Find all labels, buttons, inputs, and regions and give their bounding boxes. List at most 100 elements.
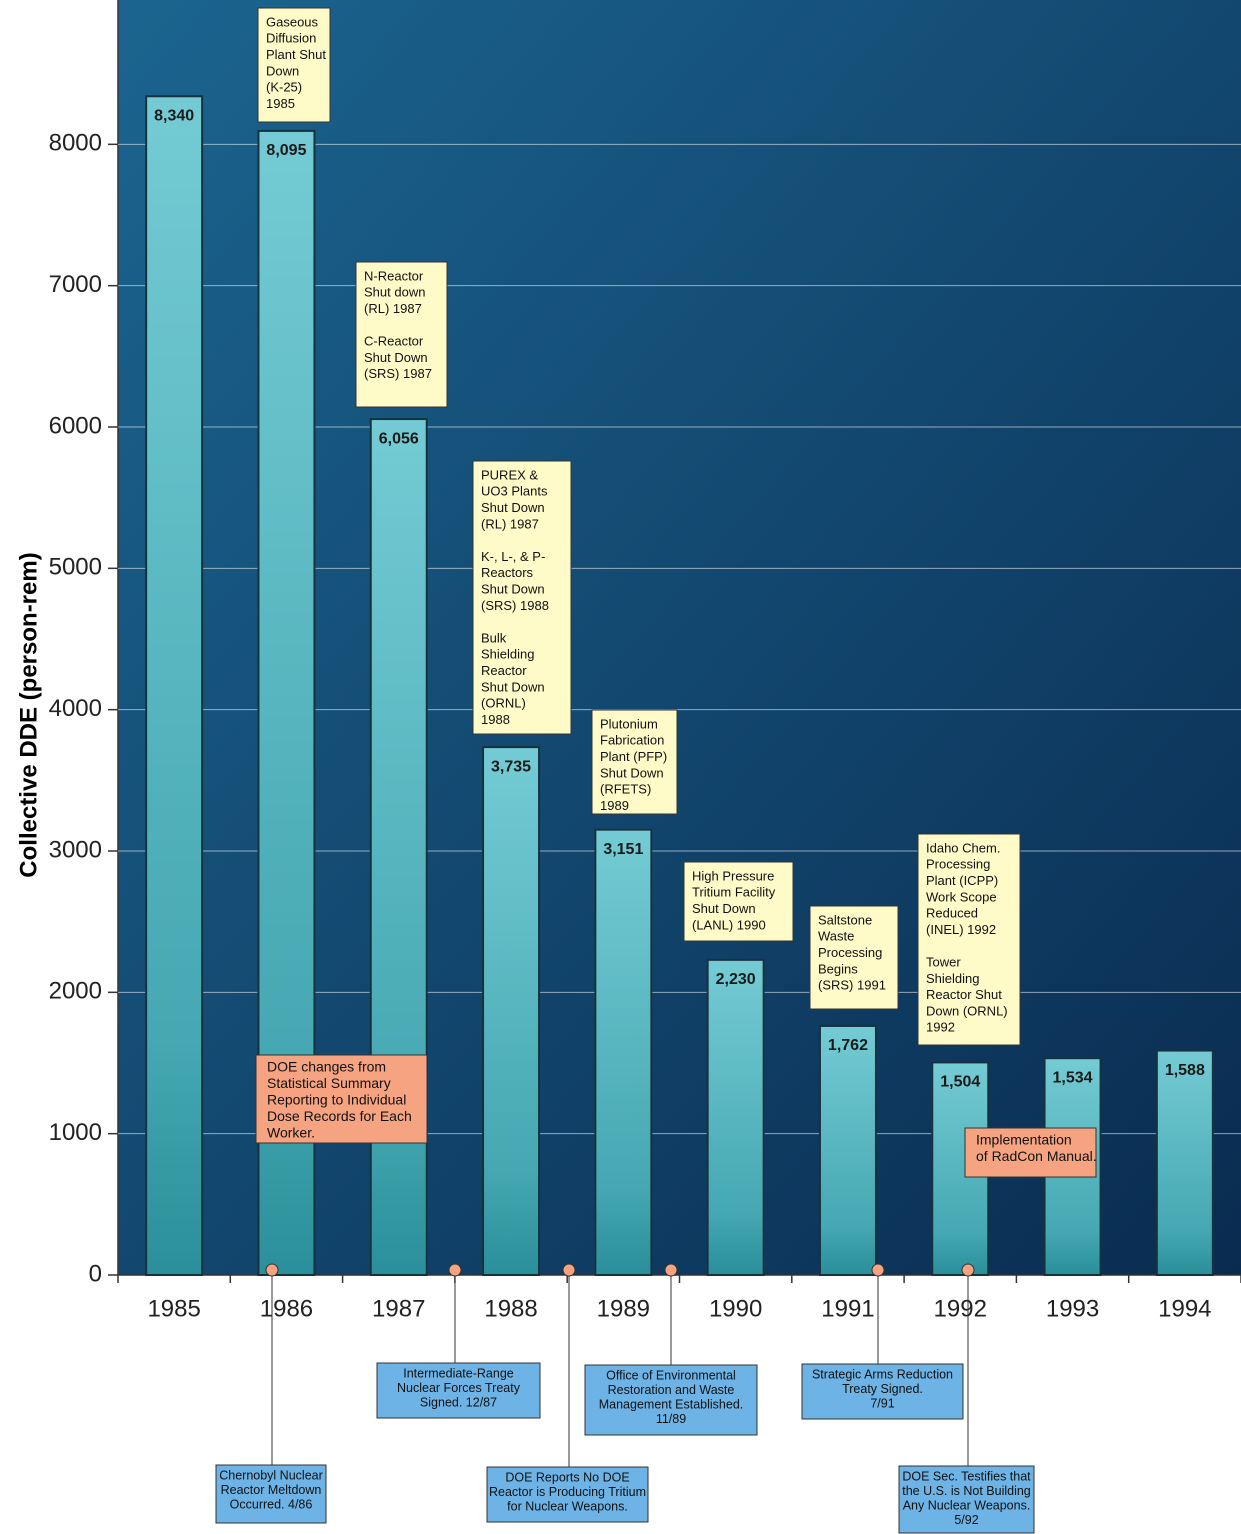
note-text: 1988 <box>481 712 510 727</box>
event-text: Strategic Arms Reduction <box>812 1367 953 1381</box>
event-marker <box>562 1263 576 1277</box>
x-tick-label: 1989 <box>597 1295 650 1322</box>
value-label: 2,230 <box>716 971 756 988</box>
note-text: Shut down <box>364 285 425 300</box>
y-tick-label: 1000 <box>49 1119 102 1146</box>
bar <box>369 418 428 1276</box>
note-text: (RL) 1987 <box>481 516 539 531</box>
note-text: (ORNL) <box>481 696 526 711</box>
note-text: Shut Down <box>481 679 545 694</box>
event-text: Reactor is Producing Tritium <box>489 1485 646 1499</box>
highlight-text: DOE changes from <box>267 1059 386 1075</box>
note-text: 1989 <box>600 798 629 813</box>
value-label: 1,504 <box>940 1074 980 1091</box>
highlight-text: Reporting to Individual <box>267 1092 406 1108</box>
event-text: DOE Sec. Testifies that <box>902 1469 1031 1483</box>
value-label: 1,534 <box>1053 1069 1093 1086</box>
note-text: C-Reactor <box>364 334 424 349</box>
note-text: 1992 <box>926 1020 955 1035</box>
note-box <box>591 709 678 815</box>
event-box <box>486 1466 649 1523</box>
event-text: Chernobyl Nuclear <box>219 1468 323 1482</box>
note-text: Diffusion <box>266 31 316 46</box>
bar <box>482 746 541 1276</box>
note-box <box>683 861 794 942</box>
bar <box>818 1024 877 1277</box>
note-text: (RFETS) <box>600 782 651 797</box>
note-text: N-Reactor <box>364 268 424 283</box>
note-text: Shut Down <box>364 350 428 365</box>
event-text: Management Established. <box>599 1397 744 1411</box>
event-text: 5/92 <box>954 1513 978 1527</box>
note-box <box>355 261 448 408</box>
value-label: 1,762 <box>828 1037 868 1054</box>
note-box <box>809 905 899 1010</box>
y-tick-label: 4000 <box>49 695 102 722</box>
highlight-text: of RadCon Manual. <box>976 1148 1097 1164</box>
note-text: (INEL) 1992 <box>926 922 996 937</box>
note-text: Begins <box>818 961 858 976</box>
event-text: Reactor Meltdown <box>221 1483 322 1497</box>
highlight-text: Implementation <box>976 1132 1072 1148</box>
bar <box>145 95 204 1276</box>
note-text: Plutonium <box>600 716 658 731</box>
event-text: Treaty Signed. <box>842 1382 923 1396</box>
note-text: 1985 <box>266 96 295 111</box>
event-text: 7/91 <box>870 1396 894 1410</box>
event-text: 11/89 <box>656 1412 686 1426</box>
note-box <box>257 7 331 123</box>
note-text: PUREX & <box>481 467 538 482</box>
event-marker <box>265 1263 279 1277</box>
x-tick-label: 1994 <box>1158 1295 1211 1322</box>
event-text: Intermediate-Range <box>403 1366 514 1380</box>
highlight-text: Statistical Summary <box>267 1075 391 1091</box>
highlight-text: Worker. <box>267 1125 315 1141</box>
event-text: Signed. 12/87 <box>420 1395 497 1409</box>
x-tick-label: 1993 <box>1046 1295 1099 1322</box>
note-text: Shut Down <box>692 901 756 916</box>
event-text: DOE Reports No DOE <box>505 1470 629 1484</box>
y-tick-label: 0 <box>89 1260 102 1287</box>
note-text: (K-25) <box>266 80 302 95</box>
x-tick-label: 1988 <box>484 1295 537 1322</box>
note-text: High Pressure <box>692 868 774 883</box>
note-text: Plant Shut <box>266 47 326 62</box>
note-text: Reactor Shut <box>926 987 1002 1002</box>
y-tick-label: 5000 <box>49 554 102 581</box>
value-label: 6,056 <box>379 430 419 447</box>
value-label: 8,095 <box>266 142 306 159</box>
value-label: 3,735 <box>491 758 531 775</box>
value-label: 3,151 <box>603 841 643 858</box>
note-text: Reactor <box>481 663 527 678</box>
x-tick-label: 1990 <box>709 1295 762 1322</box>
event-box <box>584 1364 758 1436</box>
y-axis-title: Collective DDE (person-rem) <box>15 552 42 877</box>
x-tick-label: 1986 <box>260 1295 313 1322</box>
event-box <box>215 1464 327 1524</box>
note-text: Gaseous <box>266 14 319 29</box>
event-box <box>898 1465 1035 1534</box>
note-text: Shut Down <box>600 765 664 780</box>
note-box <box>917 833 1021 1046</box>
note-text: Shut Down <box>481 582 545 597</box>
note-text: Down <box>266 63 299 78</box>
note-text: Down (ORNL) <box>926 1003 1008 1018</box>
note-text: Saltstone <box>818 912 872 927</box>
event-text: Nuclear Forces Treaty <box>397 1381 521 1395</box>
event-text: Any Nuclear Weapons. <box>903 1498 1031 1512</box>
note-text: (SRS) 1991 <box>818 978 886 993</box>
event-box <box>376 1362 541 1419</box>
event-text: the U.S. is Not Building <box>902 1484 1031 1498</box>
event-marker <box>871 1263 885 1277</box>
bar <box>706 958 765 1276</box>
y-tick-label: 8000 <box>49 130 102 157</box>
y-tick-label: 2000 <box>49 978 102 1005</box>
event-marker <box>664 1263 678 1277</box>
event-text: Office of Environmental <box>606 1368 736 1382</box>
note-text: Processing <box>926 857 990 872</box>
event-box <box>801 1363 964 1420</box>
note-text: Shielding <box>481 647 535 662</box>
note-text: Tower <box>926 955 961 970</box>
bar <box>1155 1049 1214 1276</box>
